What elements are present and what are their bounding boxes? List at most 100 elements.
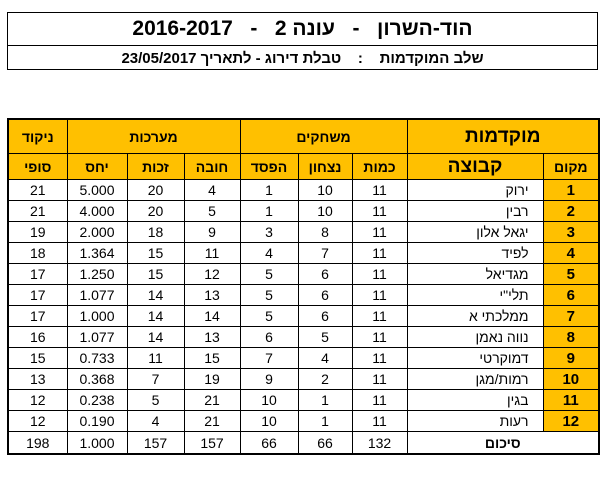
cell-losses: 4 [239,242,299,264]
cell-losses: 5 [239,263,299,285]
total-played: 132 [351,431,408,455]
cell-played: 11 [351,263,408,285]
cell-team: תלי"י [406,284,544,306]
table-row: 21 5.000 20 4 1 10 11 ירוק 1 [7,179,601,201]
table-row: 12 0.190 4 21 10 1 11 רעות 12 [7,410,601,432]
table-row: 18 1.364 15 11 4 7 11 לפיד 4 [7,242,601,264]
cell-sets-lost: 9 [183,221,241,243]
cell-team: ממלכתי א [406,305,544,327]
col-header-losses: הפסד [239,153,299,180]
cell-wins: 8 [297,221,353,243]
cell-ratio: 0.733 [66,347,128,369]
cell-ratio: 0.190 [66,410,128,432]
total-ratio: 1.000 [66,431,128,455]
cell-played: 11 [351,179,408,201]
cell-sets-won: 14 [126,305,185,327]
col-header-ratio: יחס [66,153,128,180]
group-header-row: ניקוד מערכות משחקים מוקדמות [7,118,601,154]
cell-played: 11 [351,305,408,327]
col-header-final: סופי [7,153,68,180]
cell-final: 17 [7,284,68,306]
cell-final: 13 [7,368,68,390]
cell-ratio: 1.077 [66,284,128,306]
cell-losses: 5 [239,305,299,327]
cell-played: 11 [351,347,408,369]
cell-losses: 3 [239,221,299,243]
cell-losses: 10 [239,389,299,411]
title-box: 2016-2017 - עונה 2 - הוד-השרון טבלת דירו… [7,12,598,70]
group-header-games: משחקים [239,118,408,154]
title-location: הוד-השרון [376,17,473,40]
cell-rank: 9 [542,347,601,369]
cell-played: 11 [351,389,408,411]
cell-team: מגדיאל [406,263,544,285]
cell-losses: 6 [239,326,299,348]
cell-played: 11 [351,200,408,222]
cell-final: 17 [7,263,68,285]
cell-losses: 7 [239,347,299,369]
cell-final: 17 [7,305,68,327]
cell-final: 15 [7,347,68,369]
cell-played: 11 [351,410,408,432]
total-wins: 66 [297,431,353,455]
table-body: 21 5.000 20 4 1 10 11 ירוק 1 21 4.000 20 5 1 10 11 רבין 2… [7,179,601,432]
cell-sets-won: 18 [126,221,185,243]
page-title: 2016-2017 - עונה 2 - הוד-השרון [8,13,597,46]
table-row: 21 4.000 20 5 1 10 11 רבין 2 [7,200,601,222]
cell-rank: 5 [542,263,601,285]
title-dash: - [352,17,360,40]
cell-sets-lost: 4 [183,179,241,201]
cell-wins: 4 [297,347,353,369]
cell-played: 11 [351,368,408,390]
cell-sets-won: 15 [126,242,185,264]
cell-sets-won: 14 [126,326,185,348]
total-losses: 66 [239,431,299,455]
cell-sets-won: 20 [126,179,185,201]
table-row: 16 1.077 14 13 6 5 11 נווה נאמן 8 [7,326,601,348]
table-row: 13 0.368 7 19 9 2 11 רמות/מגן 10 [7,368,601,390]
group-header-points: ניקוד [7,118,68,154]
page-subtitle: טבלת דירוג - לתאריך 23/05/2017 : שלב המו… [8,46,597,70]
cell-wins: 1 [297,410,353,432]
cell-team: לפיד [406,242,544,264]
cell-losses: 1 [239,179,299,201]
col-header-team: קבוצה [406,153,544,180]
title-year: 2016-2017 [132,17,233,40]
cell-final: 21 [7,179,68,201]
cell-sets-lost: 21 [183,410,241,432]
standings-table: ניקוד מערכות משחקים מוקדמות סופי יחס זכו… [7,118,601,455]
title-separator [335,17,353,41]
cell-ratio: 1.364 [66,242,128,264]
cell-rank: 6 [542,284,601,306]
cell-played: 11 [351,326,408,348]
table-row: 19 2.000 18 9 3 8 11 יגאל אלון 3 [7,221,601,243]
cell-played: 11 [351,221,408,243]
cell-rank: 8 [542,326,601,348]
cell-wins: 6 [297,284,353,306]
cell-rank: 7 [542,305,601,327]
cell-sets-lost: 13 [183,326,241,348]
subtitle-separator [363,50,380,67]
cell-ratio: 2.000 [66,221,128,243]
cell-sets-won: 14 [126,284,185,306]
cell-rank: 3 [542,221,601,243]
cell-losses: 5 [239,284,299,306]
cell-sets-lost: 19 [183,368,241,390]
cell-sets-lost: 13 [183,284,241,306]
cell-losses: 9 [239,368,299,390]
cell-wins: 5 [297,326,353,348]
cell-sets-won: 15 [126,263,185,285]
cell-team: ירוק [406,179,544,201]
cell-sets-won: 5 [126,389,185,411]
cell-wins: 1 [297,389,353,411]
cell-rank: 4 [542,242,601,264]
cell-wins: 7 [297,242,353,264]
cell-sets-won: 4 [126,410,185,432]
cell-wins: 6 [297,305,353,327]
group-header-sets: מערכות [66,118,241,154]
total-sets-won: 157 [126,431,185,455]
total-sets-lost: 157 [183,431,241,455]
col-header-played: כמות [351,153,408,180]
cell-sets-lost: 15 [183,347,241,369]
